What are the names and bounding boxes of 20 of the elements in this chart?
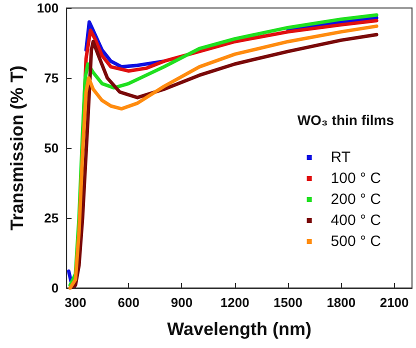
x-tick-label: 300 <box>64 295 86 310</box>
x-tick-label: 600 <box>118 295 140 310</box>
x-tick-label: 1200 <box>220 295 250 310</box>
legend-label: 400 ° C <box>330 212 382 229</box>
legend-label: 500 ° C <box>330 233 382 250</box>
legend-label: 100 ° C <box>330 170 382 187</box>
x-axis-title: Wavelength (nm) <box>167 319 312 339</box>
y-tick-label: 50 <box>44 140 59 156</box>
x-tick-label: 2100 <box>380 295 409 310</box>
y-tick-label: 100 <box>36 0 59 16</box>
legend-label: 200 ° C <box>330 191 382 208</box>
legend-label: RT <box>330 149 351 166</box>
x-tick-label: 1500 <box>274 295 302 310</box>
y-tick-label: 0 <box>51 280 59 296</box>
y-tick-label: 25 <box>44 210 59 226</box>
legend-title: WO₃ thin films <box>297 112 394 128</box>
y-axis-title: Transmission (% T) <box>7 65 27 231</box>
y-tick-label: 75 <box>44 70 59 86</box>
x-tick-label: 1800 <box>326 295 356 310</box>
x-tick-label: 900 <box>170 295 193 310</box>
